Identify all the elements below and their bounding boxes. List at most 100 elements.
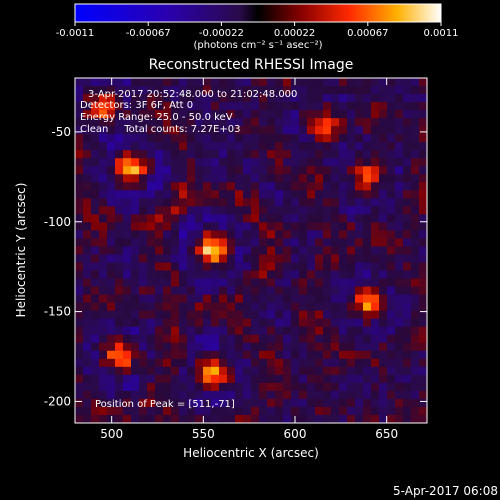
- heatmap-cell: [235, 246, 244, 255]
- heatmap-cell: [403, 126, 412, 135]
- heatmap-cell: [195, 174, 204, 183]
- heatmap-cell: [411, 390, 420, 400]
- heatmap-cell: [75, 270, 84, 279]
- heatmap-cell: [107, 262, 116, 271]
- heatmap-cell: [299, 110, 308, 119]
- heatmap-cell: [363, 262, 372, 271]
- heatmap-cell: [403, 142, 412, 151]
- heatmap-cell: [331, 110, 340, 119]
- heatmap-cell: [75, 246, 84, 255]
- heatmap-cell: [243, 398, 252, 408]
- heatmap-cell: [419, 414, 427, 423]
- heatmap-cell: [251, 318, 260, 328]
- colorbar-tick-label: -0.00022: [199, 28, 244, 39]
- heatmap-cell: [419, 270, 427, 279]
- heatmap-cell: [267, 398, 276, 408]
- heatmap-cell: [403, 390, 412, 400]
- heatmap-cell: [371, 206, 380, 215]
- heatmap-cell: [283, 214, 292, 223]
- heatmap-cell: [347, 246, 356, 255]
- heatmap-cell: [355, 294, 364, 304]
- heatmap-cell: [171, 230, 180, 239]
- heatmap-cell: [99, 270, 108, 279]
- heatmap-cell: [315, 374, 324, 384]
- heatmap-cell: [243, 134, 252, 143]
- heatmap-cell: [251, 166, 260, 175]
- heatmap-cell: [315, 334, 324, 344]
- heatmap-cell: [123, 118, 132, 127]
- heatmap-cell: [171, 414, 180, 423]
- heatmap-cell: [147, 342, 156, 352]
- heatmap-cell: [419, 230, 427, 239]
- heatmap-cell: [299, 78, 308, 87]
- heatmap-cell: [307, 246, 316, 255]
- heatmap-cell: [275, 262, 284, 271]
- heatmap-cell: [211, 126, 220, 135]
- heatmap-cell: [155, 134, 164, 143]
- heatmap-cell: [267, 278, 276, 287]
- heatmap-cell: [363, 366, 372, 376]
- heatmap-cell: [339, 350, 348, 360]
- heatmap-cell: [227, 182, 236, 191]
- heatmap-cell: [411, 398, 420, 408]
- heatmap-cell: [355, 286, 364, 296]
- heatmap-cell: [75, 94, 84, 103]
- heatmap-cell: [195, 414, 204, 423]
- heatmap-cell: [147, 270, 156, 279]
- heatmap-cell: [259, 214, 268, 223]
- heatmap-cell: [347, 358, 356, 368]
- heatmap-cell: [211, 342, 220, 352]
- heatmap-cell: [283, 294, 292, 304]
- heatmap-cell: [139, 366, 148, 376]
- heatmap-cell: [363, 302, 372, 312]
- heatmap-cell: [123, 342, 132, 352]
- heatmap-cell: [307, 398, 316, 408]
- heatmap-cell: [123, 222, 132, 231]
- heatmap-cell: [107, 278, 116, 287]
- heatmap-cell: [275, 254, 284, 263]
- heatmap-cell: [203, 102, 212, 111]
- heatmap-cell: [147, 334, 156, 344]
- heatmap-cell: [291, 326, 300, 336]
- heatmap-cell: [155, 286, 164, 296]
- heatmap-cell: [291, 374, 300, 384]
- heatmap-cell: [315, 302, 324, 312]
- heatmap-cell: [371, 270, 380, 279]
- heatmap-cell: [107, 390, 116, 400]
- heatmap-cell: [83, 270, 92, 279]
- heatmap-cell: [275, 374, 284, 384]
- heatmap-cell: [147, 78, 156, 87]
- heatmap-cell: [187, 78, 196, 87]
- heatmap-cell: [275, 102, 284, 111]
- heatmap-cell: [107, 142, 116, 151]
- heatmap-cell: [139, 238, 148, 247]
- heatmap-cell: [227, 198, 236, 207]
- heatmap-cell: [227, 222, 236, 231]
- heatmap-cell: [107, 254, 116, 263]
- heatmap-cell: [203, 206, 212, 215]
- heatmap-cell: [275, 302, 284, 312]
- heatmap-cell: [411, 174, 420, 183]
- heatmap-cell: [315, 230, 324, 239]
- heatmap-cell: [139, 390, 148, 400]
- heatmap-cell: [123, 382, 132, 392]
- heatmap-cell: [251, 142, 260, 151]
- heatmap-cell: [259, 302, 268, 312]
- heatmap-cell: [83, 390, 92, 400]
- heatmap-cell: [99, 374, 108, 384]
- heatmap-cell: [91, 294, 100, 304]
- heatmap-cell: [115, 374, 124, 384]
- heatmap-cell: [115, 326, 124, 336]
- heatmap-cell: [179, 262, 188, 271]
- heatmap-cell: [83, 142, 92, 151]
- heatmap-cell: [347, 350, 356, 360]
- heatmap-cell: [363, 102, 372, 111]
- heatmap-cell: [99, 94, 108, 103]
- heatmap-cell: [75, 110, 84, 119]
- heatmap-cell: [299, 326, 308, 336]
- heatmap-cell: [307, 382, 316, 392]
- heatmap-cell: [171, 78, 180, 87]
- heatmap-cell: [187, 286, 196, 296]
- heatmap-cell: [267, 102, 276, 111]
- heatmap-cell: [147, 214, 156, 223]
